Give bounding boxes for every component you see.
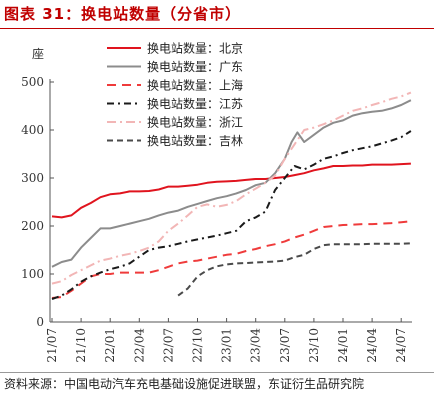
y-tick-label: 500 — [21, 75, 44, 89]
y-tick-label: 400 — [21, 123, 44, 137]
legend-label-1: 换电站数量：广东 — [147, 59, 243, 74]
legend-label-5: 换电站数量：吉林 — [147, 133, 243, 148]
y-tick-label: 0 — [36, 315, 44, 329]
figure-source: 资料来源：中国电动汽车充电基础设施促进联盟，东证衍生品研究院 — [4, 377, 365, 391]
series-line-4 — [51, 91, 412, 285]
y-tick-label: 100 — [21, 267, 44, 281]
x-tick-label: 22/04 — [132, 328, 146, 363]
title-rule — [0, 28, 434, 29]
figure-title: 图表 31：换电站数量（分省市） — [4, 5, 242, 23]
x-tick-label: 23/07 — [278, 328, 292, 363]
line-chart: 0 100 200 300 400 500 座 21/07 21/10 22/01 22/04 22/… — [21, 41, 412, 363]
series-line-0 — [51, 162, 411, 219]
legend-label-4: 换电站数量：浙江 — [147, 115, 243, 130]
x-tick-label: 23/04 — [249, 328, 263, 363]
x-tick-label: 23/01 — [220, 328, 234, 363]
y-axis-label: 座 — [32, 46, 44, 61]
x-tick-label: 21/07 — [45, 328, 59, 363]
x-tick-label: 22/01 — [103, 328, 117, 363]
y-tick-label: 200 — [21, 219, 44, 233]
x-tick-label: 24/04 — [365, 328, 379, 363]
x-tick-label: 21/10 — [74, 328, 88, 363]
chart-axes: 0 100 200 300 400 500 座 21/07 21/10 22/01 22/04 22/… — [21, 46, 412, 363]
x-tick-label: 23/10 — [307, 328, 321, 363]
series-line-2 — [51, 220, 412, 299]
chart-series-lines — [51, 91, 412, 300]
x-tick-label: 22/10 — [191, 328, 205, 363]
x-tick-label: 24/01 — [336, 328, 350, 363]
legend-label-3: 换电站数量：江苏 — [147, 96, 243, 111]
series-line-1 — [51, 99, 412, 268]
source-rule — [0, 372, 434, 373]
x-tick-label: 22/07 — [161, 328, 175, 363]
legend-label-0: 换电站数量：北京 — [147, 41, 243, 56]
x-tick-label: 24/07 — [394, 328, 408, 363]
legend-label-2: 换电站数量：上海 — [147, 78, 243, 93]
y-tick-label: 300 — [21, 171, 44, 185]
chart-legend: 换电站数量：北京换电站数量：广东换电站数量：上海换电站数量：江苏换电站数量：浙江… — [107, 41, 243, 148]
series-line-5 — [177, 242, 411, 297]
